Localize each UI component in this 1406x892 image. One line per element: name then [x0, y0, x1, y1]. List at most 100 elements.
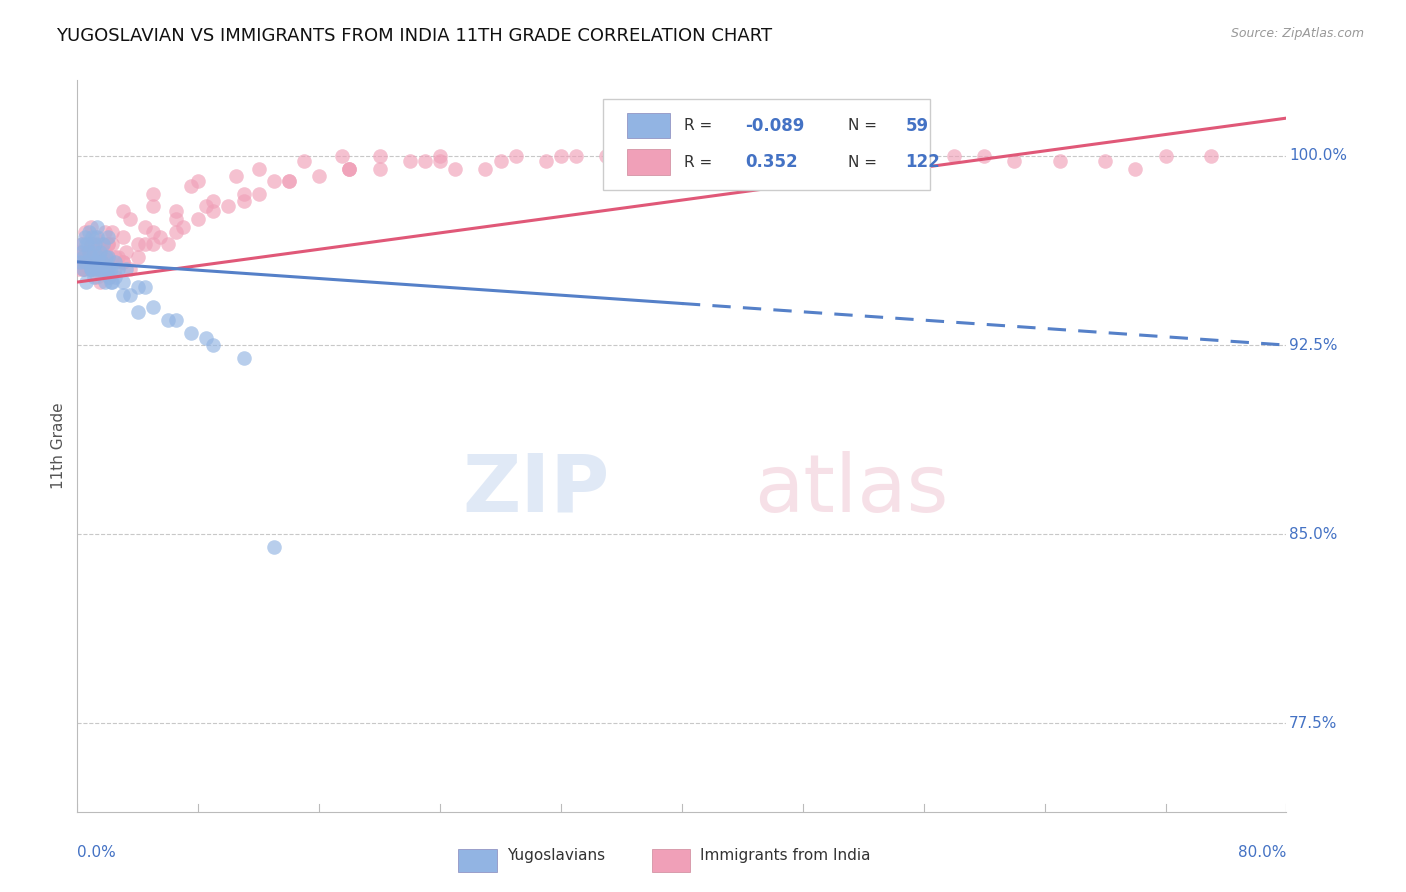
Point: [104, 250, 127, 264]
Point: [225, 169, 247, 183]
Point: [82, 237, 104, 252]
Point: [90, 250, 112, 264]
Point: [111, 204, 134, 219]
Point: [79, 262, 101, 277]
Point: [82, 237, 104, 252]
Text: ZIP: ZIP: [463, 450, 609, 529]
Point: [94, 250, 117, 264]
Point: [111, 275, 134, 289]
Text: Source: ZipAtlas.com: Source: ZipAtlas.com: [1230, 27, 1364, 40]
Point: [330, 149, 353, 163]
Text: 80.0%: 80.0%: [1239, 845, 1286, 860]
Point: [180, 179, 202, 194]
Point: [72, 262, 94, 277]
Point: [82, 250, 104, 264]
Point: [943, 149, 966, 163]
Point: [165, 212, 187, 227]
Point: [86, 262, 108, 277]
Text: -0.089: -0.089: [745, 117, 804, 135]
Point: [127, 280, 149, 294]
Point: [194, 199, 217, 213]
Point: [80, 262, 103, 277]
Point: [86, 219, 108, 234]
Point: [747, 153, 769, 168]
Point: [111, 255, 134, 269]
Text: atlas: atlas: [755, 450, 949, 529]
Point: [127, 250, 149, 264]
Point: [89, 244, 111, 259]
Point: [77, 244, 100, 259]
Point: [292, 153, 315, 168]
Point: [72, 250, 94, 264]
Point: [87, 255, 110, 269]
Point: [157, 313, 180, 327]
Point: [90, 237, 112, 252]
Point: [70, 250, 93, 264]
Point: [232, 351, 254, 365]
Point: [671, 149, 693, 163]
Point: [111, 287, 134, 301]
Point: [134, 219, 156, 234]
Point: [96, 229, 118, 244]
Point: [96, 250, 118, 264]
Point: [96, 262, 118, 277]
Point: [120, 287, 142, 301]
Point: [75, 275, 97, 289]
Point: [93, 275, 115, 289]
Point: [77, 237, 100, 252]
Point: [89, 262, 111, 277]
Point: [73, 229, 96, 244]
Text: 0.352: 0.352: [745, 153, 797, 171]
Point: [83, 262, 105, 277]
Point: [72, 262, 94, 277]
Point: [368, 149, 391, 163]
Point: [75, 237, 97, 252]
Point: [232, 186, 254, 201]
Point: [87, 250, 110, 264]
Point: [114, 262, 136, 277]
Point: [1094, 153, 1116, 168]
Point: [75, 255, 97, 269]
Point: [187, 174, 209, 188]
Point: [73, 250, 96, 264]
Point: [399, 153, 422, 168]
Point: [821, 149, 844, 163]
Point: [263, 540, 285, 554]
Point: [1125, 161, 1147, 176]
Text: N =: N =: [848, 154, 882, 169]
Point: [142, 199, 165, 213]
FancyBboxPatch shape: [652, 849, 690, 872]
Point: [82, 262, 104, 277]
Point: [142, 237, 165, 252]
Point: [120, 262, 142, 277]
Point: [86, 229, 108, 244]
Point: [96, 237, 118, 252]
Text: Immigrants from India: Immigrants from India: [700, 848, 870, 863]
Point: [142, 186, 165, 201]
Text: 0.0%: 0.0%: [77, 845, 117, 860]
Point: [792, 161, 814, 176]
Point: [100, 275, 122, 289]
Point: [897, 149, 920, 163]
Point: [973, 149, 995, 163]
Point: [232, 194, 254, 209]
FancyBboxPatch shape: [603, 99, 929, 190]
Point: [247, 186, 270, 201]
Point: [70, 237, 93, 252]
Y-axis label: 11th Grade: 11th Grade: [51, 402, 66, 490]
Point: [444, 161, 467, 176]
Point: [278, 174, 301, 188]
Point: [101, 237, 124, 252]
Text: N =: N =: [848, 118, 882, 133]
Point: [716, 161, 738, 176]
Point: [82, 250, 104, 264]
Point: [897, 161, 920, 176]
Point: [883, 149, 905, 163]
Point: [202, 338, 225, 352]
Point: [429, 149, 451, 163]
Point: [83, 250, 105, 264]
Point: [1049, 153, 1071, 168]
Point: [79, 244, 101, 259]
Point: [368, 161, 391, 176]
Point: [93, 262, 115, 277]
